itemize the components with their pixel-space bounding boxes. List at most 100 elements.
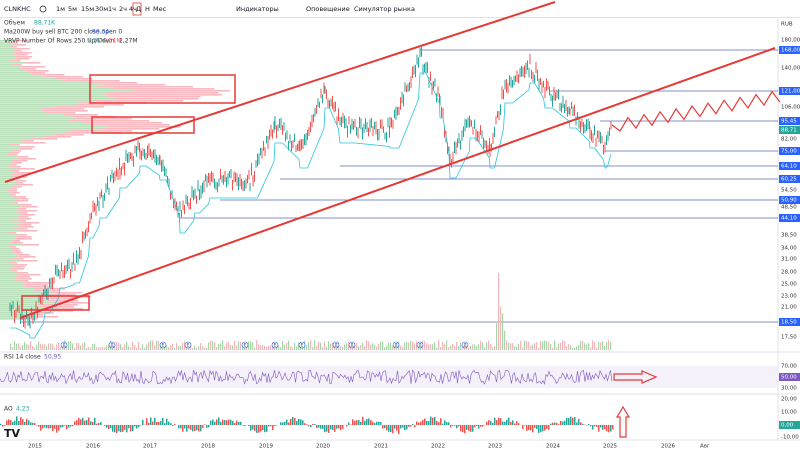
volume-bar <box>148 341 150 350</box>
ao-bar <box>434 417 436 425</box>
event-marker[interactable] <box>392 341 400 349</box>
event-marker[interactable] <box>108 341 116 349</box>
ao-bar <box>340 425 342 431</box>
volume-profile-down <box>37 298 77 300</box>
replay-button[interactable]: Симулятор рынка <box>354 5 415 13</box>
volume-profile-up <box>0 86 97 88</box>
indicators-button[interactable]: Индикаторы <box>236 5 279 13</box>
add-symbol[interactable] <box>39 5 47 13</box>
event-marker[interactable] <box>332 341 340 349</box>
volume-bar <box>416 341 418 350</box>
legend-volume: Объем <box>4 20 25 27</box>
volume-profile-down <box>115 98 199 100</box>
ao-bar <box>358 419 360 425</box>
ao-bar <box>46 425 48 429</box>
axes: RUB 180,00 140,00 106,00 82,00 54,50 48,50 38,… <box>28 22 800 450</box>
volume-profile-down <box>108 126 182 128</box>
price-badge-label: 121,00 <box>781 89 800 95</box>
arrow <box>615 405 631 438</box>
event-marker[interactable] <box>60 341 68 349</box>
interval-button[interactable]: Д <box>136 5 141 13</box>
volume-profile-up <box>0 254 16 256</box>
interval-button[interactable]: 4ч <box>129 5 137 13</box>
volume-profile-down <box>35 288 65 290</box>
volume-profile-up <box>0 196 14 198</box>
ao-bar <box>408 425 410 427</box>
rsi-badge-label: 50,00 <box>781 375 797 381</box>
volume-bar <box>46 346 48 350</box>
volume-profile-up <box>0 220 13 222</box>
price-badge-label: 75,00 <box>781 149 797 155</box>
volume-bar <box>294 342 296 350</box>
ao-bar <box>388 425 390 432</box>
volume-bar <box>124 344 126 350</box>
event-marker[interactable] <box>348 341 356 349</box>
volume-bar <box>576 346 578 350</box>
ao-bar <box>320 425 322 429</box>
volume-bar <box>436 347 438 350</box>
rsi-badge <box>779 373 800 381</box>
ao-bar <box>514 423 516 425</box>
volume-profile-down <box>21 244 39 246</box>
ao-axis-label: 20,00 <box>781 397 797 403</box>
ao-bar <box>8 419 10 425</box>
volume-profile-up <box>0 296 49 298</box>
volume-bar <box>20 347 22 350</box>
ao-bar <box>456 425 458 429</box>
volume-profile-up <box>0 208 18 210</box>
interval-button[interactable]: 1м <box>56 5 65 13</box>
ao-bar <box>110 425 112 429</box>
volume-profile-up <box>0 144 10 146</box>
volume-profile-down <box>31 138 58 140</box>
interval-button[interactable]: 30м <box>95 5 108 13</box>
price-label: 140,00 <box>781 66 800 72</box>
volume-profile-down <box>8 232 17 234</box>
event-marker[interactable] <box>298 341 306 349</box>
interval-button[interactable]: 2ч <box>119 5 127 13</box>
event-marker[interactable] <box>416 341 424 349</box>
volume-bar <box>196 347 198 350</box>
symbol[interactable]: CLNKHC <box>4 5 31 13</box>
rsi-value: 50,95 <box>44 354 61 361</box>
interval-button[interactable]: Мес <box>153 5 167 13</box>
ao-bar <box>196 425 198 431</box>
volume-bar <box>488 340 490 350</box>
ao-bar <box>414 425 416 428</box>
volume-profile-up <box>0 90 134 92</box>
volume-profile-down <box>10 270 18 272</box>
volume-bar <box>514 345 516 350</box>
volume-profile-down <box>76 104 124 106</box>
volume-bar <box>532 344 534 350</box>
event-marker[interactable] <box>241 341 249 349</box>
volume-bar <box>170 344 172 350</box>
ao-bar <box>594 425 596 427</box>
volume-profile-up <box>0 202 12 204</box>
event-marker[interactable] <box>461 341 469 349</box>
event-marker[interactable] <box>271 341 279 349</box>
ao-bar <box>260 425 262 432</box>
volume-bar <box>320 342 322 350</box>
event-marker[interactable] <box>159 341 167 349</box>
volume-profile-up <box>0 246 9 248</box>
interval-button[interactable]: 1ч <box>108 5 116 13</box>
volume-profile-up <box>0 140 21 142</box>
volume-bar <box>568 343 570 350</box>
interval-button[interactable]: 5м <box>68 5 77 13</box>
volume-profile-down <box>10 46 17 48</box>
volume-profile-up <box>0 128 102 130</box>
ao-bar <box>304 423 306 425</box>
volume-profile-down <box>19 210 38 212</box>
volume-bar <box>292 347 294 350</box>
interval-button[interactable]: Н <box>145 5 150 13</box>
interval-button[interactable]: 15м <box>81 5 94 13</box>
ao-bar <box>458 425 460 427</box>
currency: RUB <box>781 22 793 28</box>
volume-profile-down <box>87 82 138 84</box>
ao-bar <box>368 418 370 425</box>
volume-bar <box>208 342 210 350</box>
price-label: 21,00 <box>781 305 797 311</box>
volume-bar <box>92 344 94 350</box>
volume-bar <box>566 346 568 350</box>
event-marker[interactable] <box>184 341 192 349</box>
alert-button[interactable]: Оповещение <box>306 5 350 13</box>
